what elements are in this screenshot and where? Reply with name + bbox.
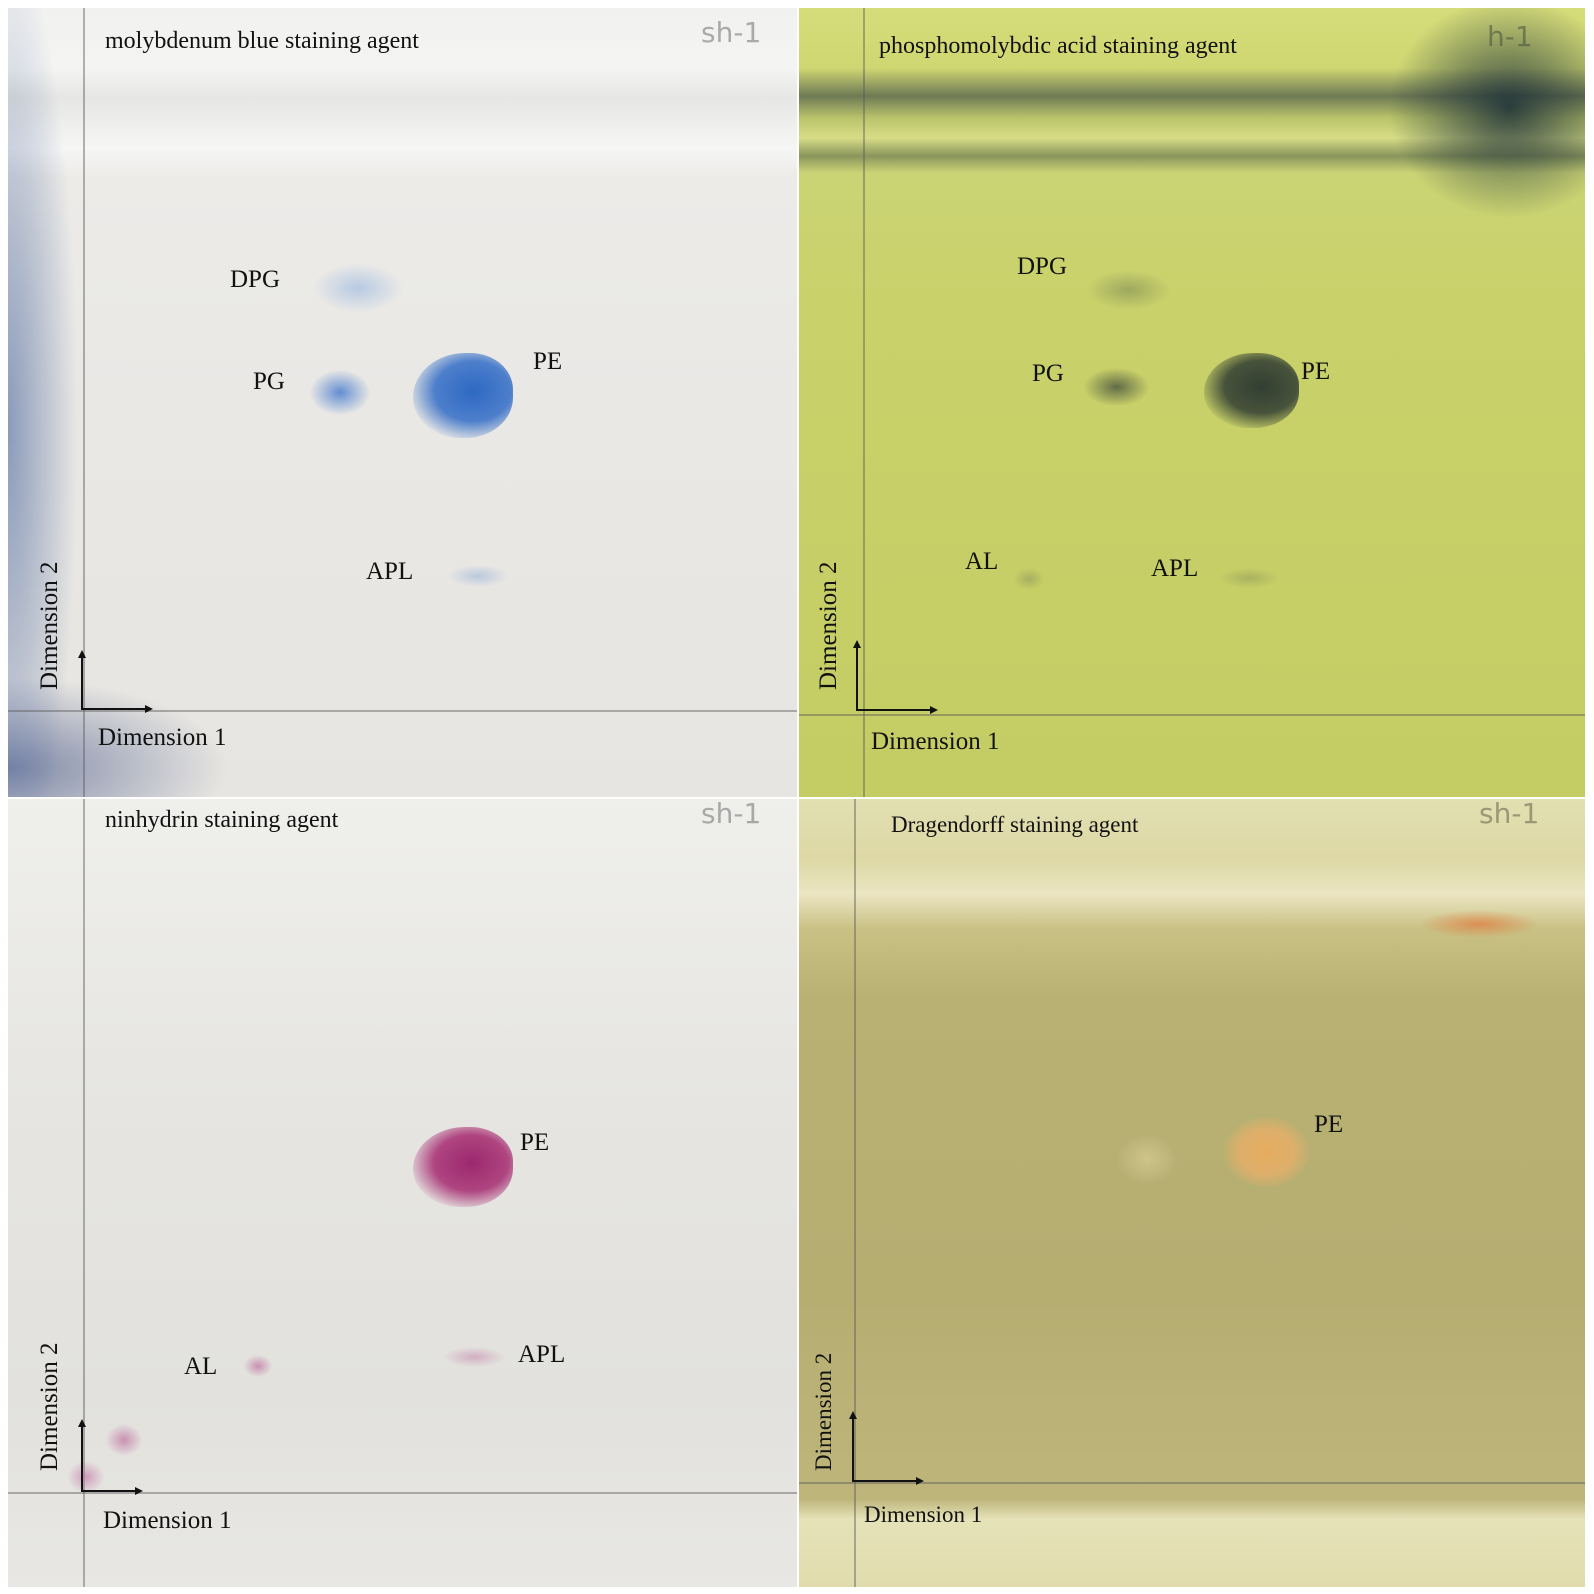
x-axis-arrow (852, 1480, 917, 1482)
spot-label-pe: PE (520, 1129, 550, 1156)
y-axis-label: Dimension 2 (36, 1342, 63, 1471)
y-axis-label: Dimension 2 (36, 561, 63, 690)
plate-edge-line (83, 799, 85, 1587)
plate-edge-line (863, 8, 865, 797)
spot-label-dpg: DPG (1017, 253, 1068, 280)
spot-apl (444, 1347, 504, 1367)
x-axis-label: Dimension 1 (871, 728, 1000, 755)
spot-al (1014, 568, 1044, 590)
spot-dpg (313, 263, 403, 313)
spot-pe (1204, 353, 1299, 428)
y-axis-arrow (852, 1419, 854, 1481)
plate-mark: sh-1 (701, 799, 762, 830)
x-axis-arrow (856, 709, 931, 711)
spot-label-apl: APL (518, 1341, 566, 1368)
x-axis-arrowhead (916, 1477, 924, 1485)
panel-title: phosphomolybdic acid staining agent (879, 33, 1237, 59)
plate-dragendorff: Dragendorff staining agent sh-1 PE Dimen… (799, 799, 1585, 1587)
spot-origin (106, 1424, 142, 1456)
spot-dpg (1086, 270, 1171, 310)
panel-title: Dragendorff staining agent (891, 812, 1139, 837)
spot-pe (413, 353, 513, 438)
x-axis-label: Dimension 1 (98, 724, 227, 751)
plate-mark: h-1 (1487, 20, 1533, 53)
y-axis-arrowhead (78, 650, 86, 658)
plate-ninhydrin: ninhydrin staining agent sh-1 PE AL APL … (8, 799, 797, 1587)
spot-label-dpg: DPG (230, 266, 281, 293)
y-axis-arrow (856, 648, 858, 711)
plate-edge-line (854, 799, 856, 1587)
x-axis-arrow (81, 708, 146, 710)
spot-label-pg: PG (253, 368, 285, 395)
spot-al (244, 1355, 272, 1377)
spot-label-al: AL (184, 1353, 218, 1380)
y-axis-arrowhead (853, 640, 861, 648)
x-axis-arrowhead (145, 705, 153, 713)
plate-background (8, 8, 797, 797)
y-axis-arrow (81, 1427, 83, 1492)
spot-label-apl: APL (1151, 555, 1199, 582)
plate-mark: sh-1 (1479, 799, 1540, 830)
plate-phosphomolybdic-acid: phosphomolybdic acid staining agent h-1 … (799, 8, 1585, 797)
spot-label-pg: PG (1032, 360, 1064, 387)
spot-pe (1224, 1117, 1309, 1187)
y-axis-label: Dimension 2 (811, 1352, 836, 1471)
plate-edge-line (83, 8, 85, 797)
plate-edge-line (799, 1482, 1585, 1484)
plate-edge-line (8, 710, 797, 712)
spot-pe (413, 1127, 513, 1207)
plate-background (799, 799, 1585, 1587)
spot-origin (68, 1461, 104, 1493)
spot-label-apl: APL (366, 558, 414, 585)
spot-pg (310, 370, 370, 415)
x-axis-label: Dimension 1 (103, 1507, 232, 1534)
spot-faint (1117, 1134, 1177, 1184)
spot-label-pe: PE (1301, 358, 1331, 385)
x-axis-arrowhead (135, 1487, 143, 1495)
plate-background (799, 8, 1585, 797)
spot-label-pe: PE (1314, 1111, 1344, 1138)
x-axis-arrowhead (930, 706, 938, 714)
x-axis-label: Dimension 1 (864, 1502, 983, 1527)
plate-molybdenum-blue: molybdenum blue staining agent sh-1 DPG … (8, 8, 797, 797)
spot-apl (448, 565, 508, 587)
spot-label-al: AL (965, 548, 999, 575)
plate-mark: sh-1 (701, 16, 762, 49)
plate-edge-line (799, 714, 1585, 716)
y-axis-label: Dimension 2 (815, 561, 842, 690)
panel-title: ninhydrin staining agent (105, 807, 339, 833)
spot-label-pe: PE (533, 348, 563, 375)
y-axis-arrowhead (78, 1419, 86, 1427)
spot-apl (1219, 568, 1279, 588)
panel-title: molybdenum blue staining agent (105, 28, 419, 54)
x-axis-arrow (81, 1490, 136, 1492)
y-axis-arrowhead (849, 1411, 857, 1419)
spot-pg (1084, 368, 1149, 406)
plate-edge-line (8, 1492, 797, 1494)
y-axis-arrow (81, 658, 83, 710)
plate-background (8, 799, 797, 1587)
